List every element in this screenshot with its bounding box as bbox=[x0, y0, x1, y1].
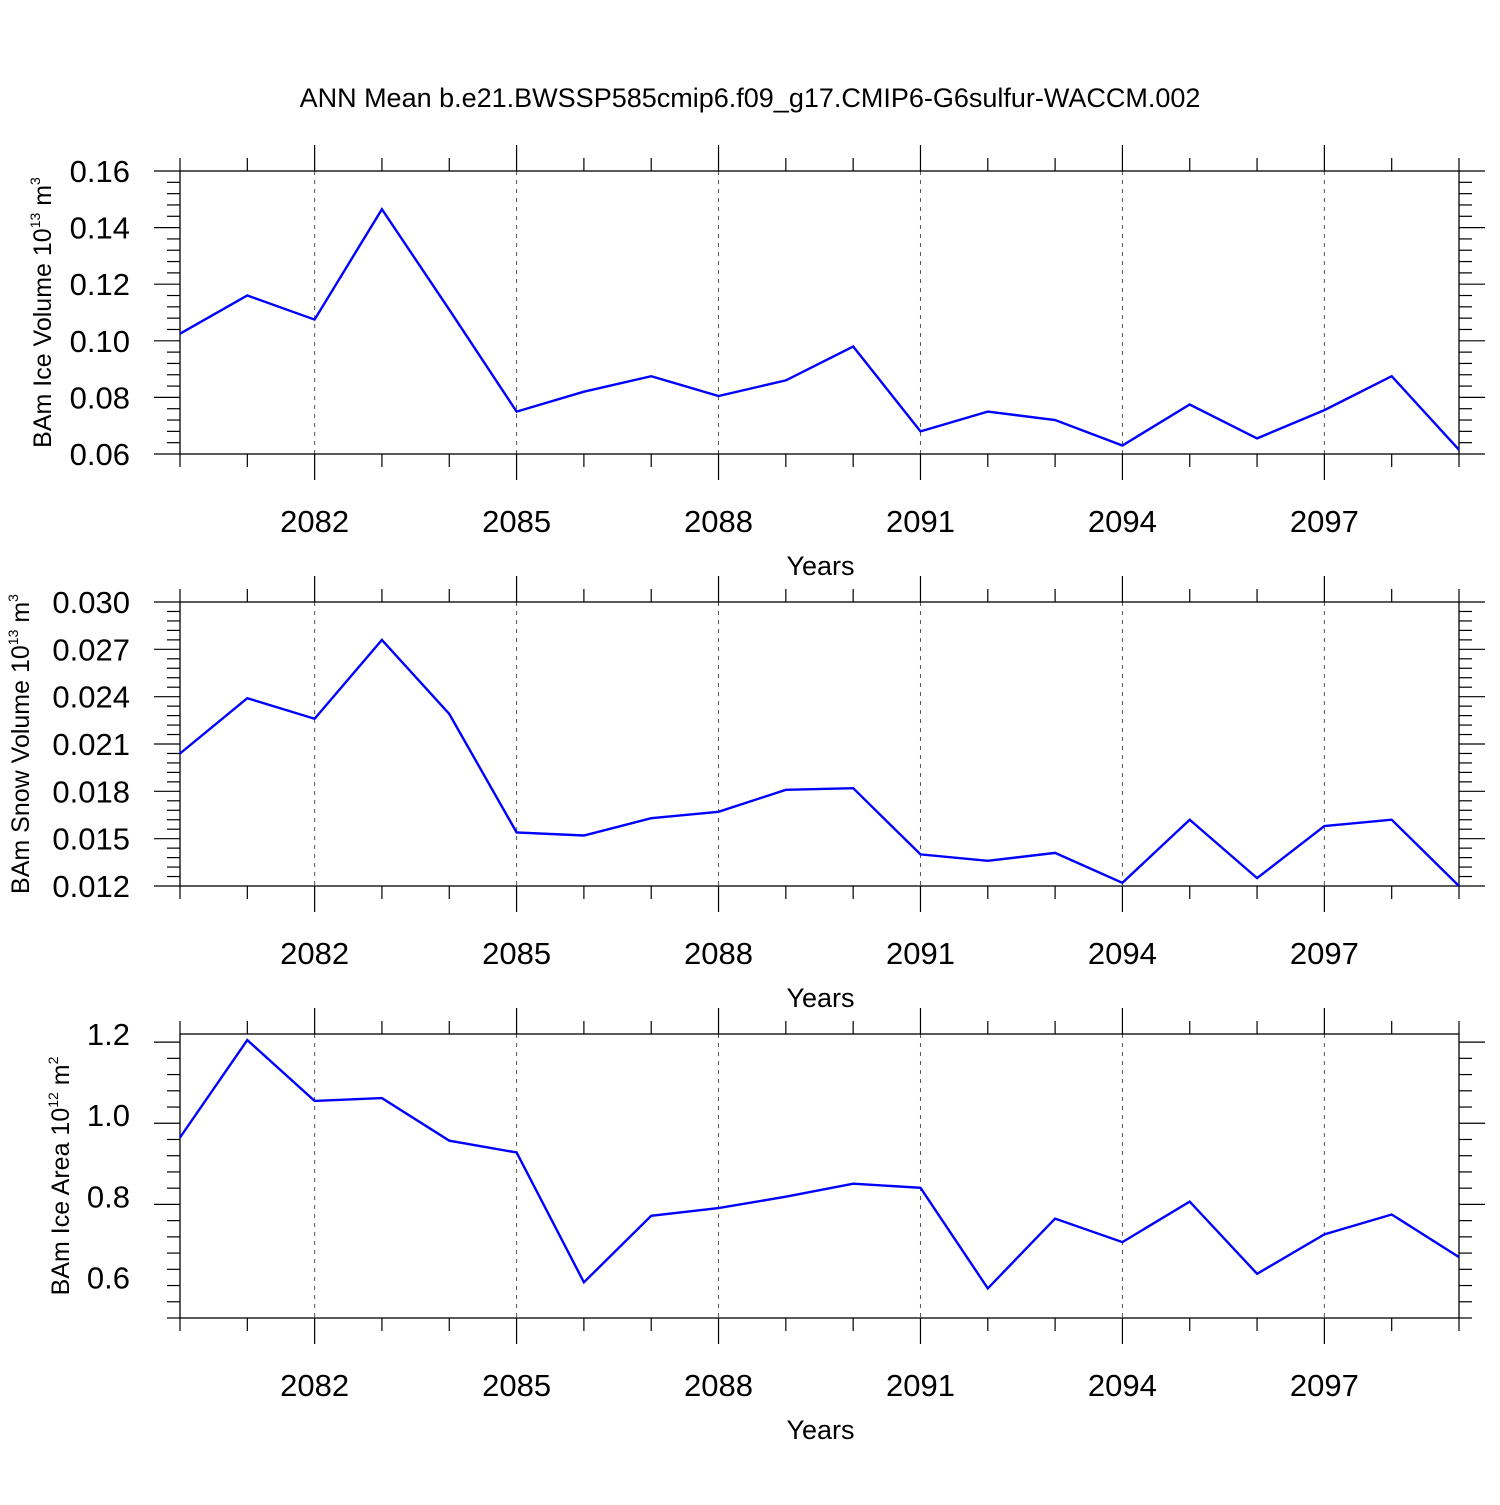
y-tick-label: 0.10 bbox=[70, 324, 130, 359]
plot-border bbox=[179, 601, 1460, 887]
x-tick-label: 2091 bbox=[886, 504, 955, 539]
y-tick-label: 1.0 bbox=[87, 1098, 130, 1133]
y-tick-label: 0.024 bbox=[52, 680, 130, 715]
x-tick-label: 2094 bbox=[1088, 504, 1157, 539]
y-tick-label: 0.030 bbox=[52, 585, 130, 620]
panel-1: 2082 2085 2088 2091 2094 2097 Years 0.06 0.08 0.1… bbox=[27, 145, 1485, 581]
x-tick-label: 2082 bbox=[280, 936, 349, 971]
x-tick-label: 2094 bbox=[1088, 936, 1157, 971]
series-line bbox=[179, 638, 1460, 887]
figure-title: ANN Mean b.e21.BWSSP585cmip6.f09_g17.CMI… bbox=[300, 83, 1201, 113]
series-line bbox=[179, 1038, 1460, 1291]
y-tick-label: 0.012 bbox=[52, 869, 130, 904]
y-axis-label: BAm Snow Volume 1013 m3 bbox=[5, 594, 35, 894]
x-tick-label: 2091 bbox=[886, 936, 955, 971]
x-tick-label: 2085 bbox=[482, 504, 551, 539]
x-tick-label: 2085 bbox=[482, 1368, 551, 1403]
x-tick-label: 2091 bbox=[886, 1368, 955, 1403]
series-line bbox=[179, 206, 1460, 451]
y-tick-label: 0.027 bbox=[52, 632, 130, 667]
plot-border bbox=[179, 170, 1460, 455]
y-tick-label: 0.018 bbox=[52, 774, 130, 809]
x-tick-label: 2082 bbox=[280, 504, 349, 539]
x-tick-label: 2097 bbox=[1290, 936, 1359, 971]
y-axis-label: BAm Ice Area 1012 m2 bbox=[45, 1056, 75, 1295]
x-tick-label: 2088 bbox=[684, 1368, 753, 1403]
plot-border bbox=[179, 1033, 1460, 1319]
y-tick-label: 0.06 bbox=[70, 437, 130, 472]
x-axis-label: Years bbox=[786, 983, 854, 1013]
y-axis-label: BAm Ice Volume 1013 m3 bbox=[27, 177, 57, 448]
y-tick-label: 0.12 bbox=[70, 267, 130, 302]
y-tick-label: 0.14 bbox=[70, 211, 130, 246]
x-tick-label: 2097 bbox=[1290, 504, 1359, 539]
x-tick-label: 2082 bbox=[280, 1368, 349, 1403]
x-axis-label: Years bbox=[786, 1415, 854, 1445]
panel-2: 2082 2085 2088 2091 2094 2097 Years 0.012 0.015 0… bbox=[5, 576, 1485, 1013]
panel-3: 2082 2085 2088 2091 2094 2097 Years 0.6 0.8 1.0 1.… bbox=[45, 1008, 1485, 1445]
x-tick-label: 2085 bbox=[482, 936, 551, 971]
y-tick-label: 0.015 bbox=[52, 822, 130, 857]
x-tick-label: 2094 bbox=[1088, 1368, 1157, 1403]
y-tick-label: 0.16 bbox=[70, 154, 130, 189]
y-tick-label: 1.2 bbox=[87, 1017, 130, 1052]
y-tick-label: 0.8 bbox=[87, 1179, 130, 1214]
y-tick-label: 0.6 bbox=[87, 1260, 130, 1295]
x-tick-label: 2088 bbox=[684, 936, 753, 971]
y-tick-label: 0.021 bbox=[52, 727, 130, 762]
x-tick-label: 2097 bbox=[1290, 1368, 1359, 1403]
x-tick-label: 2088 bbox=[684, 504, 753, 539]
y-tick-label: 0.08 bbox=[70, 380, 130, 415]
x-axis-label: Years bbox=[786, 551, 854, 581]
